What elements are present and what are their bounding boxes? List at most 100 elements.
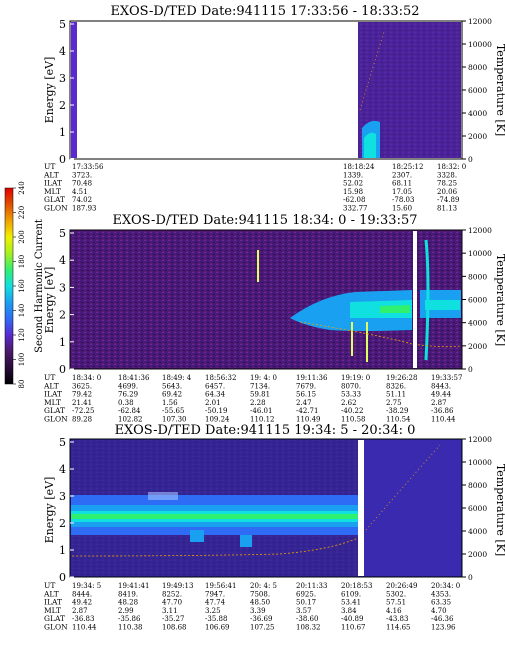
orbit-value-alt-3: 7947. bbox=[205, 590, 225, 598]
panel-1-left-axis-label: Energy [eV] bbox=[43, 57, 56, 124]
orbit-value-ut-8: 20:34: 0 bbox=[431, 582, 460, 590]
panel-1-orbit-table: UT 17:33:56 18:18:24 18:25:12 18:32: 0 ALT 372… bbox=[43, 162, 466, 213]
right-tick-label-3: 6000 bbox=[468, 296, 487, 305]
orbit-value-alt-5: 6925. bbox=[296, 590, 316, 598]
orbit-value-ilat-0: 79.42 bbox=[72, 391, 92, 399]
right-tick-label-4: 8000 bbox=[468, 481, 487, 490]
orbit-value-glon-3: 106.69 bbox=[205, 624, 230, 632]
orbit-value-glat-5: -38.60 bbox=[296, 615, 318, 623]
orbit-value-ilat-5: 56.15 bbox=[296, 391, 316, 399]
left-tick-label-5: 5 bbox=[59, 18, 66, 31]
orbit-value-mlt-7: 4.16 bbox=[386, 607, 402, 615]
orbit-value-glon-1: 110.38 bbox=[118, 624, 143, 632]
panel-3-right-axis-label: Temperature [K] bbox=[494, 464, 505, 556]
orbit-value-alt-4: 7134. bbox=[250, 382, 270, 390]
orbit-value-glon-8: 123.96 bbox=[431, 624, 456, 632]
orbit-value-glat-3: -74.89 bbox=[437, 196, 459, 204]
colorbar-tick-label-1: 100 bbox=[18, 353, 26, 366]
panel-1-spectrogram bbox=[69, 20, 463, 160]
orbit-value-glon-2: 107.30 bbox=[162, 416, 187, 424]
left-tick-label-1: 1 bbox=[59, 126, 66, 139]
orbit-value-glon-4: 110.12 bbox=[250, 416, 275, 424]
orbit-value-ut-6: 20:18:53 bbox=[341, 582, 372, 590]
orbit-value-alt-6: 8070. bbox=[341, 382, 361, 390]
orbit-row-label-glat: GLAT bbox=[44, 614, 65, 623]
orbit-value-glat-8: -46.36 bbox=[431, 615, 454, 623]
orbit-value-mlt-2: 3.11 bbox=[162, 607, 178, 615]
orbit-value-glon-6: 110.67 bbox=[341, 624, 366, 632]
panel-2-orbit-table: UT 18:34: 0 18:41:36 18:49: 4 18:56:32 19: 4:… bbox=[43, 373, 462, 424]
orbit-value-mlt-0: 21.41 bbox=[72, 399, 92, 407]
orbit-value-alt-8: 8443. bbox=[431, 382, 451, 390]
orbit-value-glat-2: -35.27 bbox=[162, 615, 184, 623]
orbit-value-mlt-6: 2.62 bbox=[341, 399, 357, 407]
orbit-value-mlt-3: 3.25 bbox=[205, 607, 221, 615]
right-tick-label-6: 12000 bbox=[468, 435, 492, 444]
panel-2-left-axis-label: Energy [eV] bbox=[43, 267, 56, 334]
panel-1-title: EXOS-D/TED Date:941115 17:33:56 - 18:33:… bbox=[110, 4, 419, 19]
orbit-row-label-mlt: MLT bbox=[44, 606, 61, 615]
orbit-row-label-glat: GLAT bbox=[44, 406, 65, 415]
orbit-value-alt-3: 3328. bbox=[437, 171, 457, 179]
orbit-value-alt-0: 3625. bbox=[72, 382, 92, 390]
orbit-value-alt-3: 6457. bbox=[205, 382, 225, 390]
right-tick-label-5: 10000 bbox=[468, 40, 492, 49]
orbit-value-ilat-2: 68.11 bbox=[392, 180, 412, 188]
panel-2-right-axis-label: Temperature [K] bbox=[494, 254, 505, 346]
panel-3-left-axis: 0 1 2 3 4 5 bbox=[59, 436, 74, 584]
orbit-value-mlt-2: 17.05 bbox=[392, 188, 412, 196]
orbit-value-ilat-3: 47.74 bbox=[205, 599, 226, 607]
right-tick-label-6: 12000 bbox=[468, 226, 492, 235]
colorbar-tick-label-2: 120 bbox=[18, 328, 26, 341]
orbit-value-ut-2: 18:49: 4 bbox=[162, 374, 192, 382]
right-tick-label-5: 10000 bbox=[468, 249, 492, 258]
orbit-value-glat-2: -55.65 bbox=[162, 407, 184, 415]
orbit-value-alt-2: 8252. bbox=[162, 590, 182, 598]
panel-3-left-axis-label: Energy [eV] bbox=[43, 477, 56, 544]
orbit-value-mlt-3: 20.06 bbox=[437, 188, 458, 196]
orbit-value-glon-4: 107.25 bbox=[250, 624, 275, 632]
orbit-value-ut-1: 18:18:24 bbox=[343, 163, 375, 171]
left-tick-label-0: 0 bbox=[59, 571, 66, 584]
panel-1-right-axis-label: Temperature [K] bbox=[494, 44, 505, 136]
right-tick-label-0: 0 bbox=[468, 573, 473, 582]
orbit-value-mlt-5: 2.47 bbox=[296, 399, 312, 407]
orbit-value-glat-1: -35.86 bbox=[118, 615, 141, 623]
orbit-value-ut-7: 19:26:28 bbox=[386, 374, 417, 382]
orbit-value-glon-6: 110.58 bbox=[341, 416, 366, 424]
colorbar-tick-label-6: 200 bbox=[18, 230, 26, 243]
right-tick-label-2: 4000 bbox=[468, 527, 487, 536]
orbit-value-mlt-4: 2.28 bbox=[250, 399, 266, 407]
orbit-value-alt-2: 2307. bbox=[392, 171, 412, 179]
orbit-value-ut-3: 19:56:41 bbox=[205, 582, 236, 590]
orbit-value-alt-1: 4699. bbox=[118, 382, 138, 390]
left-tick-label-3: 3 bbox=[59, 281, 66, 294]
orbit-value-ilat-6: 53.33 bbox=[341, 391, 361, 399]
panel-2: EXOS-D/TED Date:941115 18:34: 0 - 19:33:… bbox=[43, 213, 505, 424]
orbit-value-ilat-2: 47.70 bbox=[162, 599, 182, 607]
right-tick-label-2: 4000 bbox=[468, 109, 487, 118]
orbit-value-glat-5: -42.71 bbox=[296, 407, 318, 415]
orbit-value-ut-0: 19:34: 5 bbox=[72, 582, 101, 590]
right-tick-label-0: 0 bbox=[468, 365, 473, 374]
orbit-value-glat-8: -36.86 bbox=[431, 407, 454, 415]
orbit-row-label-ilat: ILAT bbox=[44, 390, 62, 399]
orbit-value-glat-0: 74.02 bbox=[72, 196, 92, 204]
left-tick-label-2: 2 bbox=[59, 517, 66, 530]
panel-1-right-axis: 0 2000 4000 6000 8000 10000 12000 bbox=[462, 17, 492, 164]
orbit-row-label-alt: ALT bbox=[43, 589, 59, 598]
orbit-value-glat-6: -40.89 bbox=[341, 615, 363, 623]
orbit-value-ut-3: 18:56:32 bbox=[205, 374, 236, 382]
left-tick-label-1: 1 bbox=[59, 544, 66, 557]
orbit-value-glat-0: -72.25 bbox=[72, 407, 94, 415]
left-tick-label-4: 4 bbox=[59, 254, 66, 267]
orbit-value-mlt-1: 15.98 bbox=[343, 188, 363, 196]
colorbar-tick-label-4: 160 bbox=[18, 279, 26, 292]
orbit-value-glat-1: -62.08 bbox=[343, 196, 365, 204]
orbit-value-ut-5: 19:11:36 bbox=[296, 374, 328, 382]
orbit-value-mlt-3: 2.01 bbox=[205, 399, 221, 407]
right-tick-label-1: 2000 bbox=[468, 550, 487, 559]
orbit-value-glon-0: 110.44 bbox=[72, 624, 97, 632]
orbit-value-alt-0: 3723. bbox=[72, 171, 92, 179]
